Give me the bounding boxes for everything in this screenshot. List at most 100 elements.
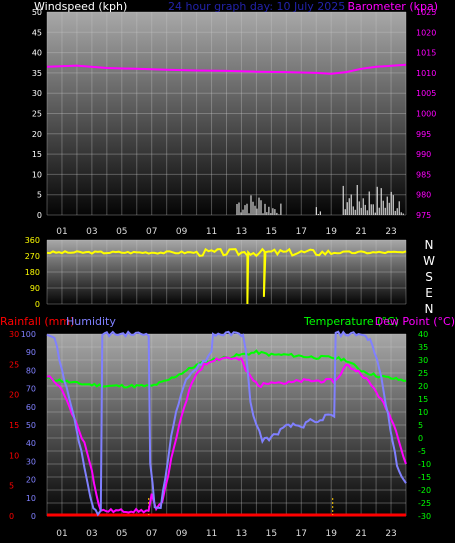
compass-letter: S <box>425 270 433 284</box>
barometer-tick-label: 1020 <box>416 28 436 37</box>
hour-tick-label: 09 <box>176 529 188 539</box>
direction-grid <box>46 239 407 305</box>
temperature-axis: -30 -25 -20 -15 -10 -5 0 5 10 15 20 25 30 35 40 <box>418 330 431 521</box>
rainfall-tick-label: 0 <box>9 512 14 521</box>
wind-tick-label: 30 <box>32 89 42 98</box>
temperature-tick-label: 25 <box>418 369 428 378</box>
wind-axis: 0 5 10 15 20 25 30 35 40 45 50 <box>32 8 42 220</box>
temperature-tick-label: -25 <box>418 499 431 508</box>
hour-tick-label: 07 <box>146 529 157 539</box>
rainfall-tick-label: 25 <box>9 360 19 369</box>
barometer-tick-label: 1010 <box>416 69 436 78</box>
direction-tick-label: 180 <box>25 268 40 277</box>
temperature-tick-label: -5 <box>418 447 426 456</box>
barometer-tick-label: 995 <box>416 130 431 139</box>
wind-series <box>236 185 404 215</box>
hour-tick-label: 23 <box>385 529 396 539</box>
temperature-tick-label: 5 <box>418 421 423 430</box>
barometer-axis: 975 980 985 990 995 1000 1005 1010 1015 1020 1025 <box>416 8 436 220</box>
wind-direction-line <box>46 247 407 305</box>
rainfall-tick-label: 10 <box>9 451 19 460</box>
compass-letter: N <box>425 238 434 252</box>
hour-tick-label: 21 <box>355 227 366 237</box>
direction-tick-label: 270 <box>25 252 40 261</box>
wind-tick-label: 10 <box>32 170 42 179</box>
rainfall-tick-label: 20 <box>9 391 19 400</box>
temperature-axis-label: Temperature (°C) <box>303 315 399 328</box>
humidity-tick-label: 0 <box>31 512 36 521</box>
hour-tick-label: 01 <box>56 227 67 237</box>
barometer-tick-label: 985 <box>416 170 431 179</box>
hour-tick-label: 03 <box>86 529 97 539</box>
wind-tick-label: 50 <box>32 8 42 17</box>
barometer-tick-label: 975 <box>416 211 431 220</box>
barometer-tick-label: 990 <box>416 150 431 159</box>
compass-letter: N <box>425 302 434 316</box>
barometer-tick-label: 980 <box>416 191 431 200</box>
humidity-tick-label: 60 <box>26 403 36 412</box>
humidity-tick-label: 20 <box>26 476 36 485</box>
hour-tick-label: 07 <box>146 227 157 237</box>
wind-x-axis: 01 03 05 07 09 11 13 15 17 19 21 23 <box>56 227 397 237</box>
hour-tick-label: 13 <box>236 529 247 539</box>
temp-grid <box>46 333 407 517</box>
wind-tick-label: 5 <box>37 191 42 200</box>
hour-tick-label: 15 <box>266 227 277 237</box>
temp-x-axis: 01 03 05 07 09 11 13 15 17 19 21 23 <box>56 529 397 539</box>
wind-tick-label: 25 <box>32 110 42 119</box>
humidity-tick-label: 30 <box>26 457 36 466</box>
hour-tick-label: 19 <box>325 529 337 539</box>
temperature-tick-label: -15 <box>418 473 431 482</box>
hour-tick-label: 17 <box>296 529 307 539</box>
wind-axis-label: Windspeed (kph) <box>34 0 127 13</box>
barometer-axis-label: Barometer (kpa) <box>347 0 438 13</box>
temperature-tick-label: 10 <box>418 408 428 417</box>
hour-tick-label: 01 <box>56 529 67 539</box>
temperature-tick-label: 40 <box>418 330 428 339</box>
wind-plot-area <box>47 12 406 215</box>
temperature-tick-label: -30 <box>418 512 431 521</box>
wind-tick-label: 15 <box>32 150 42 159</box>
hour-tick-label: 11 <box>206 529 217 539</box>
humidity-tick-label: 50 <box>26 421 36 430</box>
humidity-tick-label: 10 <box>26 494 36 503</box>
temperature-tick-label: -10 <box>418 460 431 469</box>
humidity-axis: 0 10 20 30 40 50 60 70 80 90 100 <box>21 330 36 521</box>
hour-tick-label: 13 <box>236 227 247 237</box>
wind-tick-label: 40 <box>32 49 42 58</box>
barometer-tick-label: 1005 <box>416 89 436 98</box>
direction-tick-label: 0 <box>35 300 40 309</box>
direction-axis: 0 90 180 270 360 <box>25 236 40 309</box>
barometer-line <box>46 63 407 75</box>
direction-tick-label: 360 <box>25 236 40 245</box>
wind-grid <box>46 11 407 216</box>
humidity-tick-label: 80 <box>26 366 36 375</box>
wind-tick-label: 0 <box>37 211 42 220</box>
hour-tick-label: 21 <box>355 529 366 539</box>
hour-tick-label: 19 <box>325 227 337 237</box>
temperature-tick-label: 0 <box>418 434 423 443</box>
humidity-tick-label: 70 <box>26 385 36 394</box>
hour-tick-label: 03 <box>86 227 97 237</box>
rainfall-tick-label: 15 <box>9 421 19 430</box>
humidity-line <box>46 330 407 517</box>
wind-tick-label: 35 <box>32 69 42 78</box>
hour-tick-label: 15 <box>266 529 277 539</box>
barometer-tick-label: 1000 <box>416 110 436 119</box>
temperature-tick-label: 30 <box>418 356 428 365</box>
compass-letter: W <box>423 254 435 268</box>
hour-tick-label: 11 <box>206 227 217 237</box>
wind-tick-label: 45 <box>32 28 42 37</box>
temperature-tick-label: -20 <box>418 486 431 495</box>
hour-tick-label: 05 <box>116 227 127 237</box>
rainfall-axis: 0 5 10 15 20 25 30 <box>9 330 19 521</box>
humidity-tick-label: 40 <box>26 439 36 448</box>
rainfall-tick-label: 30 <box>9 330 19 339</box>
hour-tick-label: 23 <box>385 227 396 237</box>
humidity-axis-label: Humidity <box>66 315 116 328</box>
rainfall-axis-label: Rainfall (mm) <box>0 315 74 328</box>
